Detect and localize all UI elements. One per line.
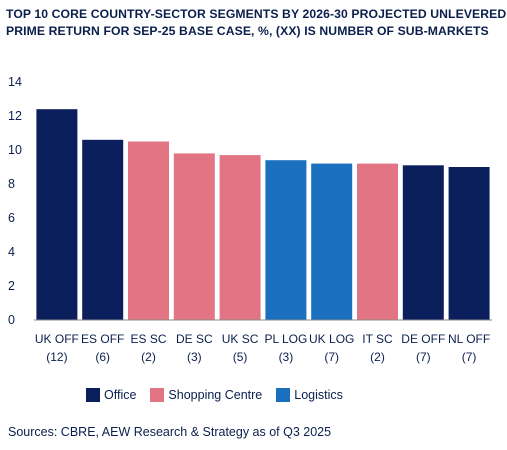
x-tick-sublabel: (3) (279, 350, 294, 364)
legend-swatch-office (86, 388, 100, 402)
chart-title-line-1: TOP 10 CORE COUNTRY-SECTOR SEGMENTS BY 2… (6, 7, 507, 21)
y-tick-label: 6 (8, 211, 15, 225)
x-tick-label: PL LOG (264, 332, 307, 346)
legend-label-logistics: Logistics (294, 388, 343, 402)
chart-legend: Office Shopping Centre Logistics (86, 388, 343, 402)
x-tick-sublabel: (5) (233, 350, 248, 364)
x-tick-sublabel: (7) (462, 350, 477, 364)
legend-item-office: Office (86, 388, 136, 402)
bar (448, 167, 490, 320)
legend-label-shopping-centre: Shopping Centre (168, 388, 263, 402)
bar (128, 141, 169, 320)
chart-title-line-2: PRIME RETURN FOR SEP-25 BASE CASE, %, (X… (6, 24, 489, 38)
bar (265, 160, 307, 320)
bar-chart: 0 2 4 6 8 10 12 14 UK OFF (12) ES OFF (6) ES SC (2) DE… (8, 75, 492, 364)
x-tick-label: UK SC (222, 332, 259, 346)
legend-item-shopping-centre: Shopping Centre (150, 388, 262, 402)
x-tick-sublabel: (2) (370, 350, 385, 364)
x-tick-sublabel: (12) (46, 350, 67, 364)
bar (219, 155, 261, 320)
x-tick-sublabel: (6) (95, 350, 110, 364)
legend-label-office: Office (104, 388, 137, 402)
y-tick-label: 10 (8, 143, 22, 157)
bar (82, 139, 124, 320)
y-tick-label: 0 (8, 313, 15, 327)
bar (36, 109, 78, 320)
y-tick-label: 12 (8, 109, 22, 123)
bar (311, 163, 353, 320)
x-tick-sublabel: (2) (141, 350, 156, 364)
bar (357, 163, 398, 320)
y-tick-label: 14 (8, 75, 22, 89)
y-tick-label: 2 (8, 279, 15, 293)
x-tick-label: ES OFF (81, 332, 124, 346)
bar (173, 153, 215, 320)
x-tick-label: UK OFF (35, 332, 79, 346)
x-tick-label: UK LOG (309, 332, 354, 346)
legend-swatch-shopping-centre (150, 388, 165, 402)
y-tick-label: 8 (8, 177, 15, 191)
source-note: Sources: CBRE, AEW Research & Strategy a… (8, 425, 332, 439)
x-tick-sublabel: (7) (416, 350, 431, 364)
x-tick-label: NL OFF (448, 332, 490, 346)
legend-item-logistics: Logistics (276, 388, 343, 402)
x-tick-sublabel: (7) (324, 350, 339, 364)
y-tick-label: 4 (8, 245, 15, 259)
legend-swatch-logistics (276, 388, 291, 402)
x-tick-sublabel: (3) (187, 350, 202, 364)
chart-title: TOP 10 CORE COUNTRY-SECTOR SEGMENTS BY 2… (6, 6, 507, 40)
x-tick-label: DE OFF (401, 332, 445, 346)
x-tick-label: DE SC (176, 332, 213, 346)
x-tick-label: IT SC (362, 332, 393, 346)
x-tick-label: ES SC (130, 332, 166, 346)
bar (402, 165, 444, 320)
